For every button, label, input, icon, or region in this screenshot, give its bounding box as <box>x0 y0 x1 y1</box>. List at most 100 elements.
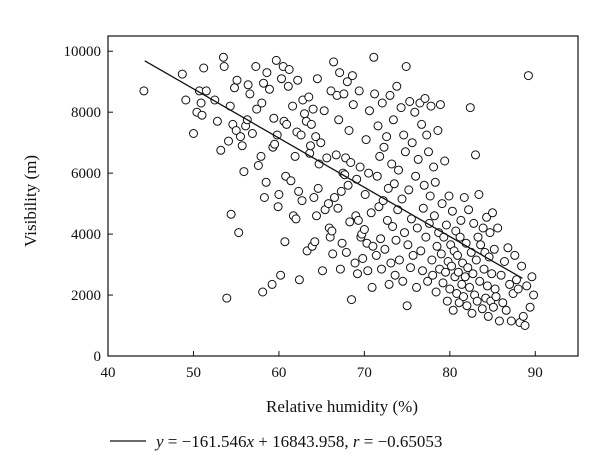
data-point <box>270 139 280 149</box>
data-point <box>453 250 462 260</box>
data-point <box>440 156 450 166</box>
data-point <box>412 282 421 292</box>
data-point <box>370 89 380 99</box>
data-point <box>529 290 539 300</box>
data-point <box>460 272 470 282</box>
data-point <box>258 287 268 297</box>
data-point <box>441 267 450 277</box>
data-point <box>389 179 399 189</box>
data-point <box>345 217 355 227</box>
data-point <box>224 136 233 146</box>
data-point <box>367 282 377 292</box>
data-point <box>286 176 296 186</box>
data-point <box>442 296 452 306</box>
data-point <box>473 232 483 242</box>
data-point <box>257 98 267 108</box>
data-point <box>276 270 286 280</box>
data-point <box>382 132 392 142</box>
data-point <box>404 185 414 195</box>
data-point <box>436 249 446 259</box>
data-point <box>485 228 495 238</box>
data-point <box>488 302 498 312</box>
data-point <box>371 250 381 260</box>
data-point <box>319 106 329 116</box>
data-point <box>459 292 468 302</box>
data-point <box>375 151 385 161</box>
data-point <box>457 279 467 289</box>
data-point <box>294 186 304 196</box>
data-point <box>363 266 373 276</box>
data-point <box>388 115 398 125</box>
data-point <box>489 244 499 254</box>
data-point <box>374 202 384 212</box>
data-point <box>256 151 266 161</box>
data-point <box>293 75 303 85</box>
data-point <box>358 254 368 263</box>
data-point <box>196 98 206 108</box>
data-point <box>294 275 304 285</box>
y-tick-label: 2000 <box>71 288 101 304</box>
data-point <box>422 130 432 140</box>
data-point <box>453 267 463 277</box>
data-point <box>181 95 191 105</box>
data-point <box>505 279 515 289</box>
data-point <box>261 177 271 187</box>
axis-labels: Relative humidity (%) Visibility (m) <box>21 155 418 416</box>
data-point <box>394 255 404 265</box>
data-point <box>421 232 431 242</box>
data-point <box>376 234 386 244</box>
data-point <box>359 225 369 234</box>
data-point <box>237 141 247 151</box>
data-point <box>403 240 413 250</box>
data-point <box>333 203 343 213</box>
data-point <box>373 121 383 131</box>
data-point <box>354 86 364 96</box>
data-point <box>426 101 436 111</box>
data-point <box>397 194 407 204</box>
data-point <box>366 208 376 218</box>
data-point <box>433 126 443 135</box>
data-point <box>296 130 306 140</box>
data-point <box>416 246 426 256</box>
regression <box>144 60 523 279</box>
legend-eq-r: = −0.65053 <box>360 432 443 451</box>
data-point <box>239 167 249 177</box>
data-point <box>420 94 430 103</box>
data-point <box>267 279 277 289</box>
data-point <box>429 211 439 221</box>
data-point <box>462 301 472 311</box>
data-point <box>398 276 408 286</box>
data-point <box>513 284 523 294</box>
data-point <box>331 150 341 160</box>
data-point <box>465 103 475 113</box>
data-point <box>201 86 211 96</box>
x-tick-label: 40 <box>101 365 116 381</box>
data-point <box>490 284 500 294</box>
data-point <box>271 55 281 65</box>
data-point <box>407 138 417 148</box>
data-point <box>523 71 533 81</box>
data-point <box>475 276 485 286</box>
data-point <box>477 304 487 314</box>
data-point <box>222 293 232 303</box>
data-point <box>337 238 347 248</box>
data-point <box>451 226 461 236</box>
data-point <box>347 295 356 305</box>
data-point <box>369 52 379 62</box>
data-point <box>277 74 286 84</box>
plot-area <box>107 35 579 357</box>
x-axis-title: Relative humidity (%) <box>266 397 418 416</box>
data-point <box>353 215 363 225</box>
data-point <box>428 270 438 280</box>
data-point <box>339 89 349 99</box>
data-point <box>348 100 358 110</box>
data-point <box>520 321 530 330</box>
data-point <box>517 261 527 271</box>
data-point <box>454 298 464 308</box>
data-point <box>265 84 274 94</box>
data-point <box>392 81 402 91</box>
data-point <box>247 129 257 138</box>
data-point <box>280 237 290 247</box>
legend-var-x: x <box>245 432 254 451</box>
data-point <box>316 138 326 148</box>
